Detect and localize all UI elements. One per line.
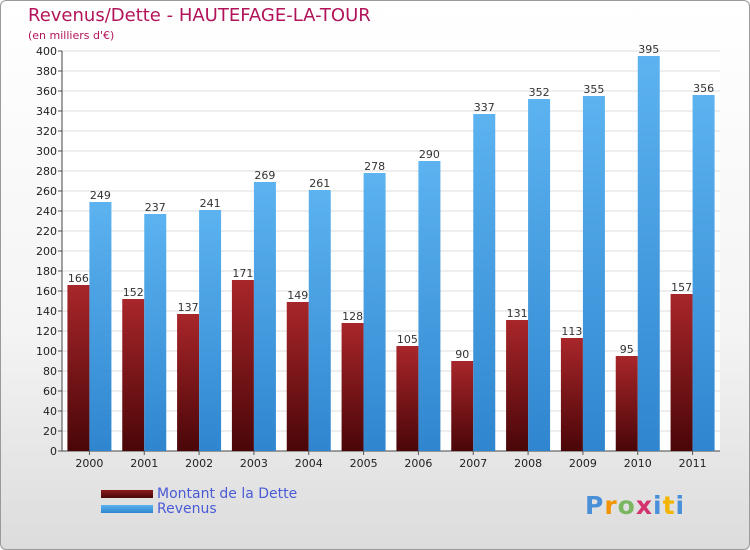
data-label-debt: 113	[561, 325, 582, 338]
bar-debt	[231, 280, 254, 451]
bar-revenus	[363, 173, 386, 451]
bar-debt	[341, 323, 364, 451]
data-label-debt: 131	[507, 307, 528, 320]
bar-revenus	[692, 95, 715, 451]
y-tick-label: 240	[36, 205, 57, 218]
data-label-revenus: 269	[254, 169, 275, 182]
data-label-revenus: 241	[200, 197, 221, 210]
x-tick-label: 2004	[295, 457, 323, 470]
y-tick-label: 80	[43, 365, 57, 378]
data-label-revenus: 290	[419, 148, 440, 161]
data-label-debt: 105	[397, 333, 418, 346]
bar-debt	[506, 320, 529, 451]
bar-revenus	[199, 210, 222, 451]
bar-revenus	[528, 99, 551, 451]
bar-revenus	[253, 182, 276, 451]
y-tick-label: 220	[36, 225, 57, 238]
y-tick-label: 360	[36, 85, 57, 98]
bar-debt	[177, 314, 200, 451]
bar-revenus	[89, 202, 112, 451]
y-tick-label: 300	[36, 145, 57, 158]
data-label-revenus: 237	[145, 201, 166, 214]
data-label-revenus: 337	[474, 101, 495, 114]
data-label-revenus: 261	[309, 177, 330, 190]
y-tick-label: 260	[36, 185, 57, 198]
y-tick-label: 400	[36, 45, 57, 58]
legend-item-revenus: Revenus	[101, 501, 217, 517]
chart-title: Revenus/Dette - HAUTEFAGE-LA-TOUR	[28, 5, 371, 26]
y-tick-label: 100	[36, 345, 57, 358]
y-tick-label: 200	[36, 245, 57, 258]
x-tick-label: 2003	[240, 457, 268, 470]
y-tick-label: 180	[36, 265, 57, 278]
x-tick-label: 2011	[679, 457, 707, 470]
data-label-revenus: 395	[638, 43, 659, 56]
bar-debt	[67, 285, 90, 451]
bar-revenus	[637, 56, 660, 451]
y-tick-label: 40	[43, 405, 57, 418]
x-tick-label: 2000	[75, 457, 103, 470]
bar-debt	[122, 299, 145, 451]
chart-subtitle: (en milliers d'€)	[28, 29, 115, 42]
data-label-debt: 171	[232, 267, 253, 280]
y-tick-label: 60	[43, 385, 57, 398]
y-tick-label: 380	[36, 65, 57, 78]
data-label-revenus: 249	[90, 189, 111, 202]
bar-debt	[396, 346, 419, 451]
bar-debt	[451, 361, 474, 451]
data-label-revenus: 356	[693, 82, 714, 95]
x-tick-label: 2008	[514, 457, 542, 470]
x-tick-label: 2001	[130, 457, 158, 470]
legend-item-dette: Montant de la Dette	[101, 486, 298, 502]
x-tick-label: 2010	[624, 457, 652, 470]
proxiti-logo: Proxiti	[585, 491, 686, 520]
x-tick-label: 2006	[404, 457, 432, 470]
x-tick-label: 2009	[569, 457, 597, 470]
y-tick-label: 140	[36, 305, 57, 318]
bar-revenus	[473, 114, 496, 451]
x-tick-label: 2005	[350, 457, 378, 470]
data-label-debt: 90	[455, 348, 469, 361]
data-label-debt: 149	[287, 289, 308, 302]
y-tick-label: 20	[43, 425, 57, 438]
legend-label-revenus: Revenus	[157, 501, 217, 517]
bar-debt	[615, 356, 638, 451]
legend-swatch-revenus	[101, 505, 153, 513]
bar-debt	[560, 338, 583, 451]
data-label-revenus: 352	[529, 86, 550, 99]
y-tick-label: 120	[36, 325, 57, 338]
data-label-debt: 137	[178, 301, 199, 314]
bar-revenus	[418, 161, 441, 451]
bar-debt	[670, 294, 693, 451]
data-label-debt: 128	[342, 310, 363, 323]
y-tick-label: 280	[36, 165, 57, 178]
bar-revenus	[582, 96, 605, 451]
x-tick-label: 2007	[459, 457, 487, 470]
data-label-debt: 157	[671, 281, 692, 294]
data-label-revenus: 355	[583, 83, 604, 96]
bar-debt	[286, 302, 309, 451]
data-label-debt: 95	[620, 343, 634, 356]
data-label-debt: 152	[123, 286, 144, 299]
legend-label-dette: Montant de la Dette	[157, 486, 298, 502]
y-tick-label: 340	[36, 105, 57, 118]
x-tick-label: 2002	[185, 457, 213, 470]
y-tick-label: 160	[36, 285, 57, 298]
y-tick-label: 320	[36, 125, 57, 138]
bar-revenus	[308, 190, 331, 451]
legend-swatch-dette	[101, 490, 153, 498]
y-tick-label: 0	[50, 445, 57, 458]
bar-revenus	[144, 214, 167, 451]
data-label-debt: 166	[68, 272, 89, 285]
data-label-revenus: 278	[364, 160, 385, 173]
